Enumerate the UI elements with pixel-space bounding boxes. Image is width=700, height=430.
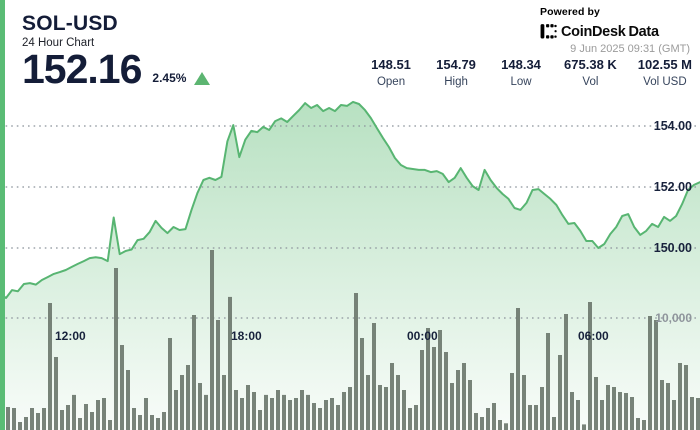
price-line bbox=[0, 100, 700, 299]
logo-word-data: Data bbox=[628, 23, 659, 40]
time-label-12-00: 12:00 bbox=[55, 329, 86, 343]
timestamp: 9 Jun 2025 09:31 (GMT) bbox=[570, 43, 690, 55]
stat-low-value: 148.34 bbox=[501, 57, 541, 72]
volume-axis-label-10000: 10,000 bbox=[655, 311, 692, 325]
current-price-row: 152.16 2.45% bbox=[22, 46, 211, 92]
dotted-gridlines bbox=[0, 125, 700, 319]
coindesk-logo-text: CoinDesk Data bbox=[561, 24, 659, 40]
stat-high-label: High bbox=[444, 76, 468, 88]
branding-block: Powered by CoinDesk Data 9 Jun 2025 09:31… bbox=[540, 6, 690, 55]
price-axis-label-152: 152.00 bbox=[653, 180, 692, 194]
stat-vol-value: 675.38 K bbox=[564, 57, 617, 72]
stat-vol: 675.38 K Vol bbox=[564, 57, 617, 88]
chart-header: SOL-USD 24 Hour Chart bbox=[22, 12, 118, 49]
symbol-title: SOL-USD bbox=[22, 12, 118, 35]
current-price: 152.16 bbox=[22, 46, 142, 92]
powered-by-label: Powered by bbox=[540, 6, 600, 18]
stat-open-label: Open bbox=[376, 76, 406, 88]
stat-high: 154.79 High bbox=[434, 57, 478, 88]
coindesk-logo[interactable]: CoinDesk Data bbox=[540, 23, 690, 40]
stat-vol-usd-label: Vol USD bbox=[643, 76, 687, 88]
time-label-06-00: 06:00 bbox=[578, 329, 609, 343]
volume-bars bbox=[6, 250, 700, 430]
stat-vol-usd: 102.55 M Vol USD bbox=[638, 57, 692, 88]
price-axis-label-154: 154.00 bbox=[653, 119, 692, 133]
left-accent-bar bbox=[0, 0, 5, 430]
stat-vol-usd-value: 102.55 M bbox=[637, 57, 692, 72]
stat-vol-label: Vol bbox=[582, 76, 599, 88]
up-triangle-icon bbox=[194, 72, 211, 85]
stat-low: 148.34 Low bbox=[499, 57, 543, 88]
price-area-fill bbox=[0, 101, 700, 430]
price-axis-label-150: 150.00 bbox=[653, 241, 692, 255]
time-label-18-00: 18:00 bbox=[231, 329, 262, 343]
stat-open-value: 148.51 bbox=[371, 57, 411, 72]
logo-word-coindesk: CoinDesk bbox=[561, 23, 626, 40]
stat-open: 148.51 Open bbox=[369, 57, 413, 88]
stat-high-value: 154.79 bbox=[436, 57, 476, 72]
time-label-00-00: 00:00 bbox=[407, 329, 438, 343]
ohlcv-stats-row: 148.51 Open 154.79 High 148.34 Low 675.3… bbox=[369, 57, 692, 88]
stat-low-label: Low bbox=[510, 76, 532, 88]
chart-subtitle: 24 Hour Chart bbox=[22, 37, 95, 49]
coindesk-logo-icon bbox=[540, 24, 557, 39]
change-percent: 2.45% bbox=[152, 71, 187, 85]
